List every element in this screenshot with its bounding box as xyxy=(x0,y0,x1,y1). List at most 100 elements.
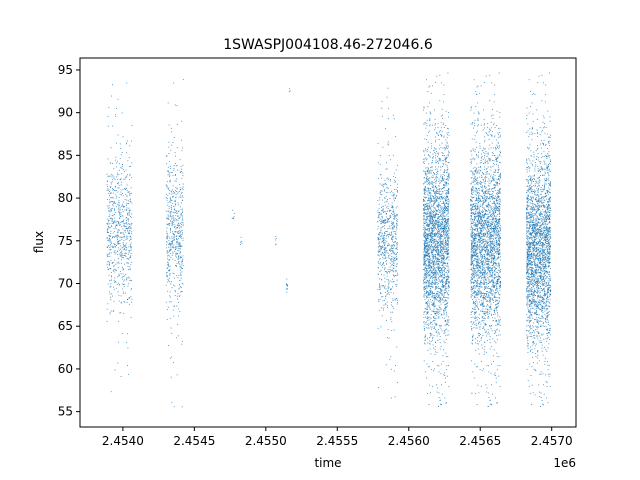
data-point xyxy=(166,275,168,277)
data-point xyxy=(110,268,112,269)
data-point xyxy=(432,293,434,294)
data-point xyxy=(430,206,432,208)
data-point xyxy=(377,237,379,239)
data-point xyxy=(429,276,431,278)
data-point xyxy=(480,255,482,257)
data-point xyxy=(436,161,438,163)
data-point xyxy=(488,225,490,227)
data-point xyxy=(430,292,431,294)
data-point xyxy=(112,189,114,191)
data-point xyxy=(427,222,429,224)
data-point xyxy=(431,295,433,297)
data-point xyxy=(122,268,124,270)
data-point xyxy=(384,257,386,259)
data-point xyxy=(434,294,436,296)
data-point xyxy=(123,246,125,248)
data-point xyxy=(173,306,175,307)
data-point xyxy=(429,218,431,220)
data-point xyxy=(429,285,431,287)
data-point xyxy=(116,182,118,184)
data-point xyxy=(431,251,433,253)
data-point xyxy=(386,210,388,212)
data-point xyxy=(437,263,438,265)
data-point xyxy=(424,343,426,345)
data-point xyxy=(448,227,450,229)
data-point xyxy=(382,300,384,302)
data-point xyxy=(108,220,110,222)
data-point xyxy=(431,304,433,306)
data-point xyxy=(107,228,108,230)
data-point xyxy=(430,211,432,213)
data-point xyxy=(386,235,388,237)
data-point xyxy=(486,152,488,154)
data-point xyxy=(446,249,448,251)
data-point xyxy=(435,191,437,193)
data-point xyxy=(129,277,131,279)
data-point xyxy=(432,251,434,253)
data-point xyxy=(377,211,379,213)
data-point xyxy=(443,294,445,296)
data-point xyxy=(394,181,396,183)
data-point xyxy=(169,248,171,250)
data-point xyxy=(447,148,449,150)
data-point xyxy=(447,219,448,221)
data-point xyxy=(435,258,437,260)
data-point xyxy=(446,297,448,298)
data-point xyxy=(494,308,496,310)
data-point xyxy=(498,267,500,269)
data-point xyxy=(440,255,442,257)
data-point xyxy=(169,238,171,240)
data-point xyxy=(393,268,395,269)
data-point xyxy=(447,275,449,277)
data-point xyxy=(428,306,430,308)
data-point xyxy=(445,215,447,217)
data-point xyxy=(396,246,398,248)
data-point xyxy=(427,207,429,209)
data-point xyxy=(493,212,495,214)
data-point xyxy=(117,134,119,136)
data-point xyxy=(446,165,448,167)
data-point xyxy=(444,210,446,212)
data-point xyxy=(432,233,434,235)
data-point xyxy=(423,226,425,228)
data-point xyxy=(179,159,181,161)
data-point xyxy=(426,255,428,257)
data-point xyxy=(427,237,429,239)
data-point xyxy=(432,286,434,288)
data-point xyxy=(393,218,395,220)
data-point xyxy=(112,84,113,86)
data-point xyxy=(175,218,177,220)
data-point xyxy=(439,188,441,190)
data-point xyxy=(391,231,392,233)
data-point xyxy=(107,188,109,190)
data-point xyxy=(477,259,479,261)
data-point xyxy=(448,319,450,321)
data-point xyxy=(118,196,120,198)
data-point xyxy=(179,232,181,234)
data-point xyxy=(174,104,176,106)
data-point xyxy=(441,286,442,288)
data-point xyxy=(427,235,429,237)
data-point xyxy=(123,244,125,246)
data-point xyxy=(424,218,426,220)
data-point xyxy=(385,168,387,170)
data-point xyxy=(441,246,442,248)
data-point xyxy=(428,233,430,235)
data-point xyxy=(168,187,169,189)
data-point xyxy=(431,251,432,253)
data-point xyxy=(446,305,448,307)
data-point xyxy=(170,243,171,245)
data-point xyxy=(426,313,428,315)
data-point xyxy=(434,240,436,242)
data-point xyxy=(167,215,169,217)
data-point xyxy=(381,284,383,286)
data-point xyxy=(445,205,447,207)
data-point xyxy=(438,242,440,244)
data-point xyxy=(426,237,428,239)
data-point xyxy=(121,258,123,260)
data-point xyxy=(437,239,439,241)
data-point xyxy=(445,287,447,289)
data-point xyxy=(127,160,129,162)
data-point xyxy=(435,166,436,168)
data-point xyxy=(445,158,447,160)
